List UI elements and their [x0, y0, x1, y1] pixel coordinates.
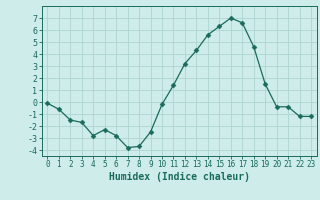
X-axis label: Humidex (Indice chaleur): Humidex (Indice chaleur): [109, 172, 250, 182]
